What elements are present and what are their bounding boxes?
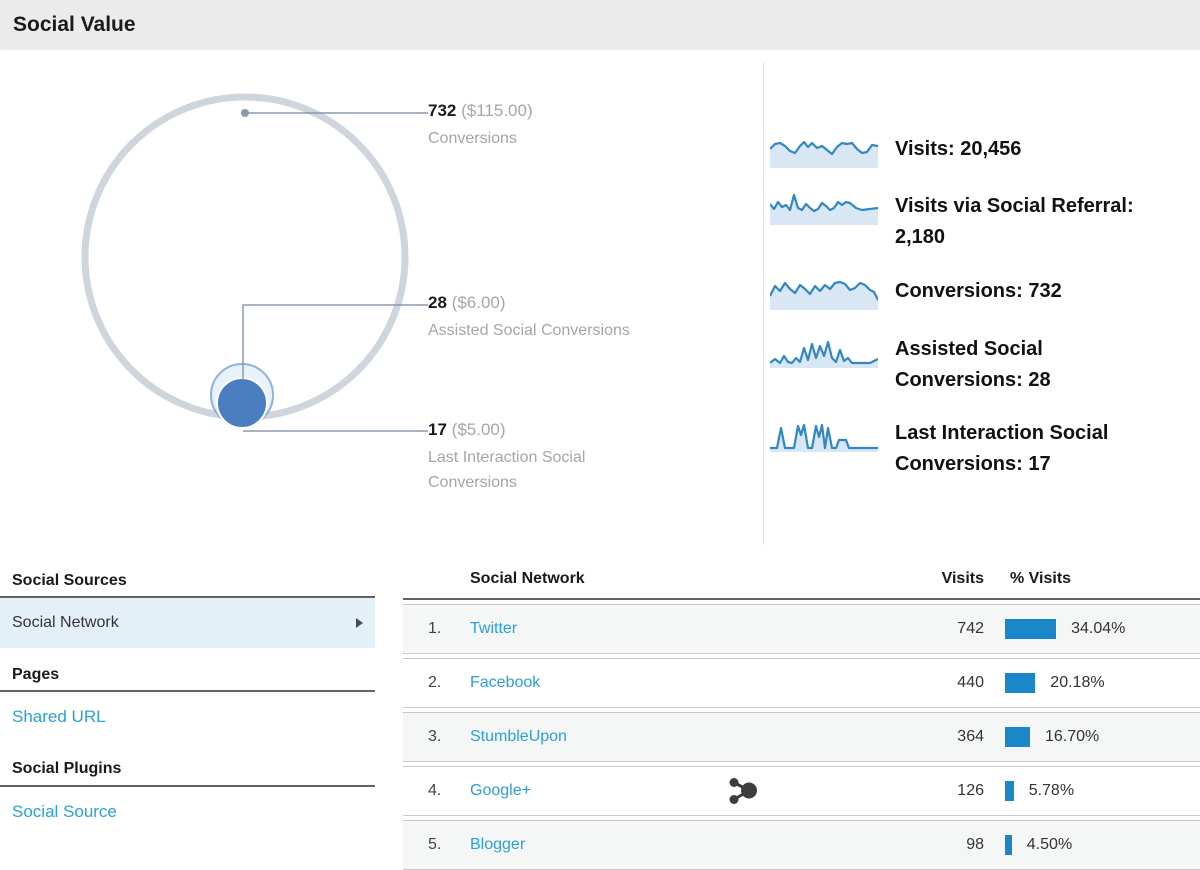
pct-visits-label: 4.50%: [1026, 836, 1073, 853]
sidebar-link-shared-url[interactable]: Shared URL: [12, 707, 106, 726]
column-header-pct-visits[interactable]: % Visits: [1010, 570, 1072, 587]
table-header-rule: [403, 598, 1200, 600]
legend-label-conversions: Conversions: 732: [895, 280, 1062, 302]
pct-visits-label: 20.18%: [1050, 674, 1105, 691]
pct-visits-label: 16.70%: [1045, 728, 1100, 745]
callout-assisted: 28 ($6.00) Assisted Social Conversions: [428, 293, 668, 343]
table-row: 2. Facebook 440 20.18%: [403, 658, 1200, 708]
legend-label-assisted-social-conversions: Assisted Social Conversions: 28: [895, 338, 1051, 391]
social-hub-icon: [729, 778, 757, 804]
sidebar-heading-social-plugins: Social Plugins: [12, 760, 122, 777]
conversions-money: ($115.00): [461, 101, 533, 120]
sidebar-heading-social-sources: Social Sources: [12, 572, 127, 589]
visits-value: 98: [966, 836, 984, 853]
row-rank: 1.: [428, 620, 442, 637]
legend-row-conversions: Conversions: 732: [770, 276, 1062, 310]
sidebar-rule: [0, 596, 375, 598]
pct-visits-label: 5.78%: [1028, 782, 1075, 799]
sidebar-rule: [0, 690, 375, 692]
sidebar-heading-pages: Pages: [12, 666, 60, 683]
pct-visits-bar: [1005, 619, 1057, 639]
legend-label-last-interaction-social-conversions: Last Interaction Social Conversions: 17: [895, 422, 1109, 475]
sidebar-rule: [0, 785, 375, 787]
visits-value: 364: [957, 728, 984, 745]
assisted-value: 28: [428, 293, 447, 312]
legend-row-assisted-social-conversions: Assisted Social Conversions: 28: [770, 334, 1051, 396]
pct-visits-bar: [1005, 781, 1014, 801]
last-interaction-value: 17: [428, 420, 447, 439]
page-title: Social Value: [13, 13, 136, 36]
table-row: 5. Blogger 98 4.50%: [403, 820, 1200, 870]
sidebar-item-label: Social Network: [12, 614, 119, 631]
last-interaction-circle: [216, 377, 268, 429]
social-network-table: Social Network Visits % Visits 1. Twitte…: [403, 570, 1200, 870]
row-rank: 5.: [428, 836, 442, 853]
network-link-twitter[interactable]: Twitter: [470, 620, 518, 637]
sparkline-visits-via-social-referral: [770, 193, 878, 225]
conversions-label: Conversions: [428, 130, 517, 147]
pct-visits-bar: [1005, 835, 1012, 855]
row-rank: 4.: [428, 782, 442, 799]
pct-visits-bar: [1005, 673, 1036, 693]
legend-row-last-interaction-social-conversions: Last Interaction Social Conversions: 17: [770, 418, 1108, 480]
network-link-facebook[interactable]: Facebook: [470, 674, 541, 691]
table-row: 4. Google+ 126 5.78%: [403, 766, 1200, 816]
table-row: 1. Twitter 742 34.04%: [403, 604, 1200, 654]
sparkline-conversions: [770, 280, 878, 310]
table-header-row: Social Network Visits % Visits: [403, 570, 1200, 598]
legend-row-visits-via-social-referral: Visits via Social Referral: 2,180: [770, 191, 1134, 253]
visits-value: 126: [957, 782, 984, 799]
callout-line-assisted: [242, 304, 428, 380]
pct-visits-bar: [1005, 727, 1030, 747]
chevron-right-icon: [356, 618, 363, 628]
network-link-google[interactable]: Google+: [470, 782, 531, 799]
assisted-money: ($6.00): [451, 293, 506, 312]
pct-visits-label: 34.04%: [1071, 620, 1126, 637]
visits-value: 742: [957, 620, 984, 637]
last-interaction-label: Last Interaction Social Conversions: [428, 449, 586, 491]
callout-last-interaction: 17 ($5.00) Last Interaction Social Conve…: [428, 420, 668, 495]
legend-label-visits-via-social-referral: Visits via Social Referral: 2,180: [895, 195, 1134, 248]
row-rank: 3.: [428, 728, 442, 745]
page-header: Social Value: [0, 0, 1200, 50]
network-link-blogger[interactable]: Blogger: [470, 836, 526, 853]
conversions-value: 732: [428, 101, 457, 120]
column-header-visits[interactable]: Visits: [941, 570, 984, 587]
callout-conversions: 732 ($115.00) Conversions: [428, 101, 668, 151]
sparkline-last-interaction-social-conversions: [770, 423, 878, 452]
sidebar-item-social-network[interactable]: Social Network: [0, 598, 375, 648]
row-rank: 2.: [428, 674, 442, 691]
assisted-label: Assisted Social Conversions: [428, 322, 630, 339]
table-row: 3. StumbleUpon 364 16.70%: [403, 712, 1200, 762]
legend-label-visits: Visits: 20,456: [895, 138, 1022, 160]
sparkline-visits: [770, 140, 878, 168]
sidebar-link-social-source[interactable]: Social Source: [12, 802, 117, 821]
visits-value: 440: [957, 674, 984, 691]
column-header-social-network[interactable]: Social Network: [470, 570, 585, 587]
legend-row-visits: Visits: 20,456: [770, 134, 1021, 168]
last-interaction-money: ($5.00): [451, 420, 506, 439]
table-body: 1. Twitter 742 34.04% 2. Facebook: [403, 604, 1200, 870]
network-link-stumbleupon[interactable]: StumbleUpon: [470, 728, 567, 745]
callout-anchor-dot: [241, 109, 249, 117]
vertical-divider: [763, 62, 764, 545]
conversions-overlap-diagram: [81, 93, 428, 432]
sparkline-assisted-social-conversions: [770, 340, 878, 368]
